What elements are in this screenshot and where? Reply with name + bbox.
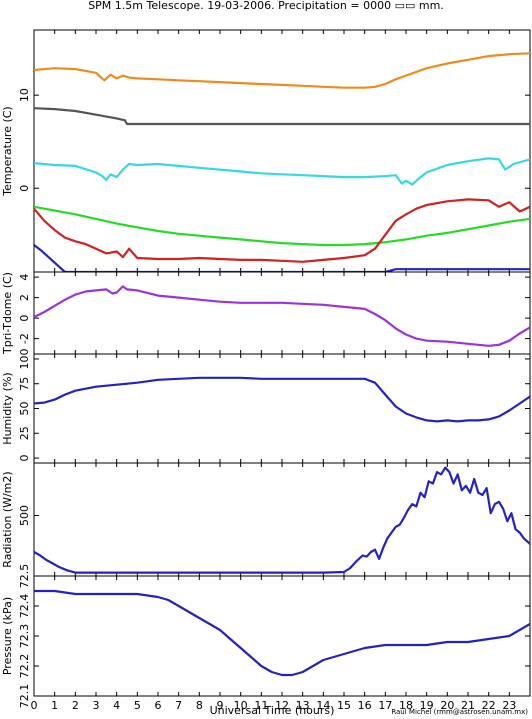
y-tick-label: 72.4 (18, 594, 31, 619)
y-tick-label: 2 (18, 294, 31, 301)
x-tick-label: 3 (93, 699, 100, 712)
credit: Raul Michel (rmm@astrosen.unam.mx) (391, 708, 528, 716)
y-tick-label: 500 (18, 505, 31, 526)
x-tick-label: 11 (254, 699, 268, 712)
y-tick-label: 10 (18, 88, 31, 102)
chart-title: SPM 1.5m Telescope. 19-03-2006. Precipit… (88, 0, 444, 12)
x-tick-label: 10 (234, 699, 248, 712)
x-tick-label: 22 (482, 699, 496, 712)
y-tick-label: 72.5 (18, 564, 31, 589)
panel-temperature: 0 10 Temperature (C) (1, 29, 531, 273)
x-tick-label: 13 (296, 699, 310, 712)
y-tick-label: 72.1 (18, 684, 31, 709)
x-tick-label: 6 (155, 699, 162, 712)
series-temperature-red (34, 198, 530, 263)
x-tick-label: 20 (440, 699, 454, 712)
y-axis-label-radiation: Radiation (W/m2) (1, 471, 14, 567)
panel-pressure: 0 1 2 3 4 5 6 7 8 9 10 11 12 13 14 15 16 17 18 19 20 21 22 2372… (1, 564, 531, 712)
series-temperature-cyan (34, 157, 530, 186)
panel-frame (33, 29, 531, 273)
series-tpri-tdome-purple (34, 285, 530, 347)
x-tick-label: 15 (337, 699, 351, 712)
x-tick-label: 12 (275, 699, 289, 712)
x-tick-label: 18 (399, 699, 413, 712)
x-axis-label: Universal Time (hours) (210, 704, 335, 717)
y-tick-label: 4 (18, 274, 31, 281)
x-tick-label: 4 (113, 699, 120, 712)
x-tick-label: 5 (134, 699, 141, 712)
x-tick-label: 9 (217, 699, 224, 712)
x-tick-label: 14 (316, 699, 330, 712)
x-tick-label: 16 (358, 699, 372, 712)
x-tick-label: 19 (420, 699, 434, 712)
y-axis-label-humidity: Humidity (%) (1, 372, 14, 444)
series-humidity-blue (34, 376, 530, 423)
x-tick-label: 17 (378, 699, 392, 712)
x-tick-label: 2 (72, 699, 79, 712)
panel-radiation: 500 Radiation (W/m2) (1, 462, 531, 577)
series-temperature-gray (34, 107, 530, 126)
panel-tpri-tdome: -2 0 2 4 Tpri-Tdome (C) (1, 271, 531, 355)
y-tick-label: 0 (18, 185, 31, 192)
series-temperature-orange (34, 52, 530, 89)
panel-frame (33, 353, 531, 464)
y-axis-label-temperature: Temperature (C) (1, 106, 14, 196)
y-tick-label: 72.2 (18, 654, 31, 679)
y-tick-label: 0 (18, 455, 31, 462)
y-tick-label: 25 (18, 426, 31, 440)
y-tick-label: 50 (18, 402, 31, 416)
series-radiation-blue (34, 466, 530, 574)
y-tick-label: 75 (18, 377, 31, 391)
x-tick-label: 7 (175, 699, 182, 712)
series-temperature-green (34, 205, 530, 247)
y-tick-label: 0 (18, 315, 31, 322)
y-tick-label: 72.3 (18, 624, 31, 649)
x-tick-label: 0 (31, 699, 38, 712)
y-tick-label: 100 (18, 348, 31, 369)
panel-humidity: 0 25 50 75 100 Humidity (%) (1, 348, 531, 464)
series-pressure-blue (34, 589, 530, 677)
y-axis-label-pressure: Pressure (kPa) (1, 597, 14, 675)
y-axis-label-tpri-tdome: Tpri-Tdome (C) (1, 272, 14, 355)
series-temperature-blue (34, 244, 530, 272)
x-tick-label: 8 (196, 699, 203, 712)
y-tick-label: -2 (18, 333, 31, 344)
x-tick-label: 1 (51, 699, 58, 712)
x-tick-label: 21 (461, 699, 475, 712)
x-tick-label: 23 (502, 699, 516, 712)
